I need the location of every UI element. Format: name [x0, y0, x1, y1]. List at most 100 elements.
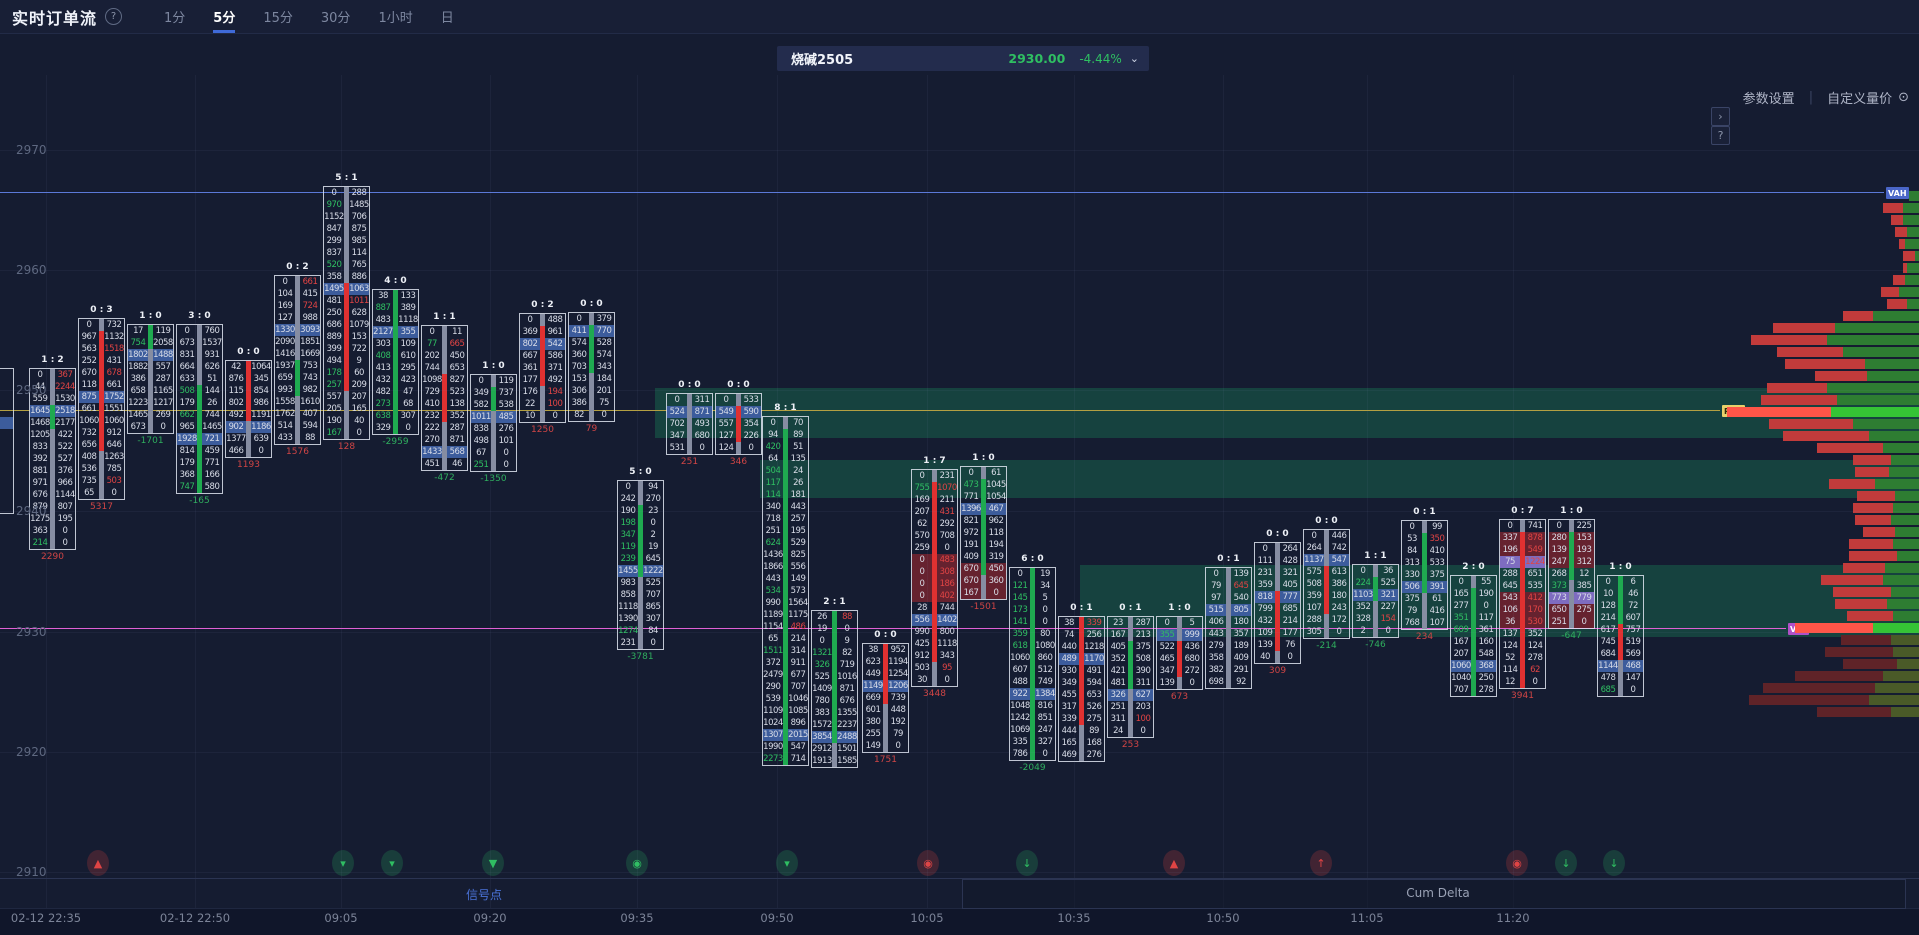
candle-body-bar [1618, 600, 1623, 612]
settings-button[interactable]: 参数设置 [1742, 92, 1795, 107]
ask-volume [0, 417, 13, 429]
signal-marker-icon[interactable]: ↓ [1603, 850, 1625, 876]
signal-panel-label[interactable]: 信号点 [465, 888, 503, 902]
price-row: 670 678 [79, 367, 124, 379]
signal-marker-icon[interactable]: ▾ [776, 850, 798, 876]
signal-marker-icon[interactable]: ▾ [332, 850, 354, 876]
bid-volume: 169 [914, 495, 930, 505]
bid-volume: 659 [277, 373, 293, 383]
candle-body-bar [1226, 664, 1231, 676]
candle-body-bar [932, 542, 937, 554]
signal-marker-icon[interactable]: ↓ [1555, 850, 1577, 876]
tab-1分[interactable]: 1分 [164, 11, 186, 26]
price-row: 1866 556 [763, 561, 808, 573]
price-row: 339 275 [1059, 713, 1104, 725]
custom-volume-price-button[interactable]: 自定义量价 [1827, 92, 1893, 107]
bid-volume: 337 [1502, 533, 1518, 543]
ask-volume: 371 [547, 363, 563, 373]
price-row: 488 749 [1010, 676, 1055, 688]
price-row: 0 741 [1500, 520, 1545, 532]
ask-volume: 878 [1527, 533, 1543, 543]
gear-icon[interactable]: ⊙ [1898, 90, 1909, 105]
candle-body-bar [344, 427, 349, 439]
tab-日[interactable]: 日 [440, 11, 454, 26]
candle-body-bar [638, 577, 643, 589]
ask-volume: 9 [356, 356, 362, 366]
price-row: 1274 84 [618, 625, 663, 637]
ask-volume: 107 [1429, 618, 1445, 628]
cum-delta-panel[interactable] [962, 879, 1906, 909]
price-row: 623 1194 [863, 656, 908, 668]
profile-bar-sell [1881, 287, 1899, 297]
candle-body-bar [1030, 640, 1035, 652]
ask-volume: 231 [939, 471, 955, 481]
candle-body-bar [246, 373, 251, 385]
candle-imbalance-header: 2 : 0 [1462, 562, 1485, 572]
bid-volume: 670 [963, 576, 979, 586]
signal-marker-icon[interactable]: ◉ [1506, 850, 1528, 876]
bid-volume: 698 [1208, 677, 1224, 687]
candle-body-bar [687, 442, 692, 454]
price-row: 1882 557 [128, 361, 173, 373]
candle-body-bar [295, 348, 300, 360]
bid-volume: 1866 [763, 562, 783, 572]
panel-help-button[interactable]: ? [1711, 126, 1730, 145]
footprint-candle: 1 : 1 0 36 224 525 1103 321 352 227 328 154 2 0 -746 [1352, 551, 1399, 650]
signal-marker-icon[interactable]: ◉ [626, 850, 648, 876]
signal-marker-icon[interactable]: ▼ [482, 850, 504, 876]
candle-delta: -2959 [382, 437, 409, 447]
candle-body-bar [783, 489, 788, 501]
bid-volume: 483 [375, 315, 391, 325]
ask-volume: 0 [405, 423, 411, 433]
tab-30分[interactable]: 30分 [320, 11, 351, 26]
price-row: 786 0 [1010, 748, 1055, 760]
ask-volume: 2244 [55, 382, 75, 392]
collapse-panel-button[interactable]: › [1711, 107, 1730, 126]
candle-body-bar [197, 385, 202, 397]
candle-body-bar [783, 693, 788, 705]
bid-volume: 645 [1502, 581, 1518, 591]
price-row: 489 1170 [1059, 653, 1104, 665]
ask-volume: 680 [1184, 654, 1200, 664]
candle-body-bar [1324, 590, 1329, 602]
title-help-icon[interactable]: ? [105, 8, 123, 25]
signal-marker-icon[interactable]: ↑ [1310, 850, 1332, 876]
ask-volume: 610 [400, 351, 416, 361]
instrument-selector[interactable]: 烧碱2505 2930.00 -4.44% ⌄ [777, 46, 1149, 71]
ask-volume: 170 [1527, 605, 1543, 615]
signal-marker-icon[interactable]: ↓ [1016, 850, 1038, 876]
candle-body-bar [1520, 592, 1525, 604]
signal-marker-icon[interactable]: ◉ [917, 850, 939, 876]
bid-volume: 65 [84, 488, 94, 498]
signal-marker-icon[interactable]: ▾ [381, 850, 403, 876]
price-row: 279 189 [1206, 640, 1251, 652]
price-row: 38 133 [373, 290, 418, 302]
tab-5分[interactable]: 5分 [199, 0, 249, 33]
ask-volume: 1186 [251, 422, 271, 432]
ask-volume: 227 [1380, 602, 1396, 612]
tab-1小时[interactable]: 1小时 [378, 11, 413, 26]
candle-imbalance-header: 1 : 7 [923, 456, 946, 466]
signal-marker-icon[interactable]: ▲ [1163, 850, 1185, 876]
price-row: 198 0 [618, 517, 663, 529]
price-row: 1189 1175 [763, 609, 808, 621]
profile-bar-buy [1867, 371, 1919, 381]
cum-delta-label[interactable]: Cum Delta [1406, 886, 1470, 900]
candle-body-bar [1471, 588, 1476, 600]
profile-bar-buy [1865, 359, 1919, 369]
ask-volume: 55 [1481, 577, 1491, 587]
price-row: 368 166 [177, 469, 222, 481]
profile-bar-buy [1831, 407, 1919, 417]
bid-volume: 104 [277, 289, 293, 299]
price-row: 1098 827 [422, 374, 467, 386]
ask-volume: 706 [351, 212, 367, 222]
bid-volume: 662 [179, 410, 195, 420]
price-row: 124 124 [1500, 640, 1545, 652]
price-row: 408 610 [373, 350, 418, 362]
bid-volume: 0 [968, 468, 974, 478]
signal-marker-icon[interactable]: ▲ [87, 850, 109, 876]
bid-volume: 983 [620, 578, 636, 588]
bid-volume: 703 [571, 362, 587, 372]
tab-15分[interactable]: 15分 [263, 11, 293, 26]
candle-body-bar [1324, 614, 1329, 626]
